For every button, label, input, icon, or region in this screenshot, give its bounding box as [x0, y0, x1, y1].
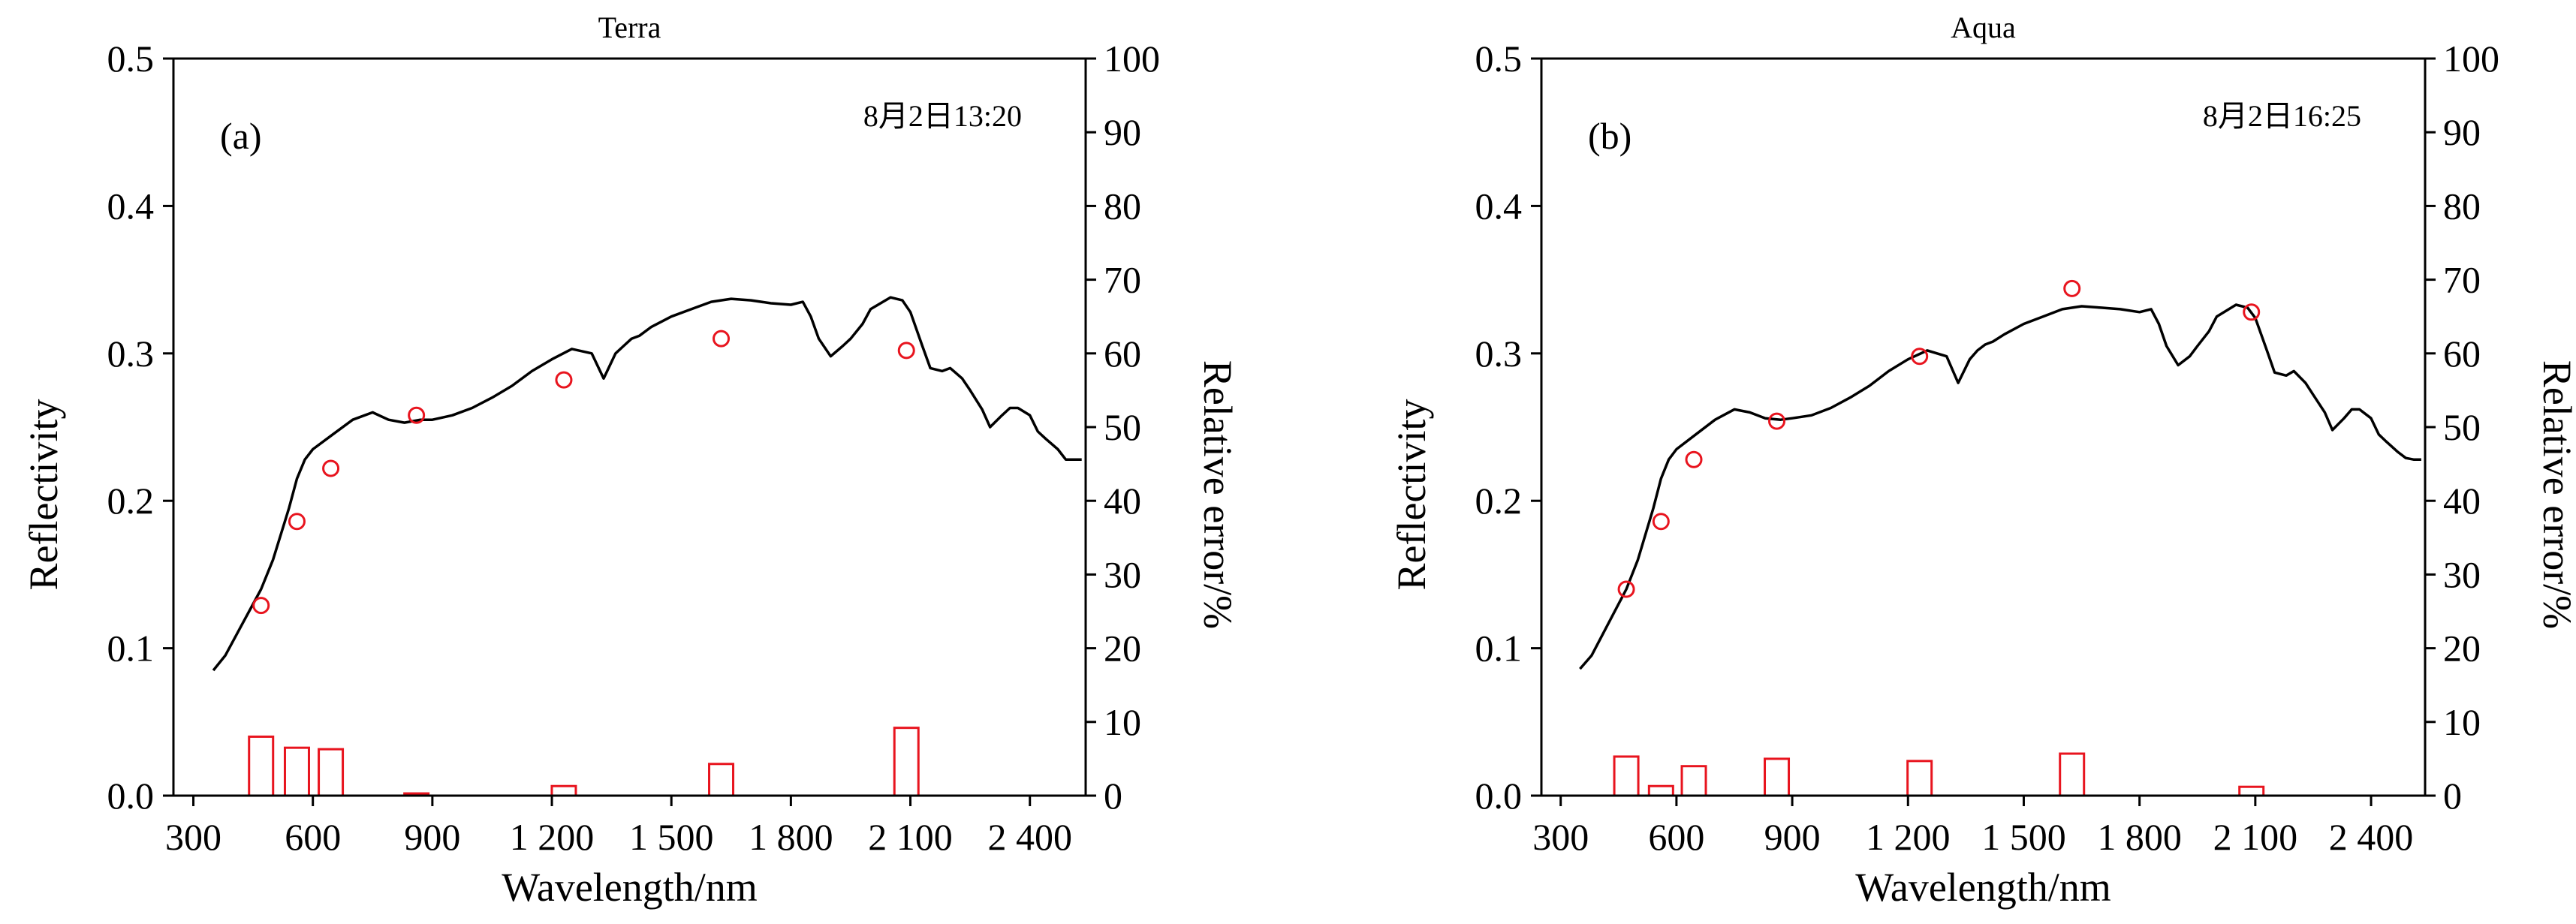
- x-tick-label: 600: [285, 816, 341, 858]
- y-right-tick-label: 100: [1104, 38, 1160, 80]
- y-right-tick-label: 50: [1104, 406, 1141, 448]
- error-bar: [1764, 757, 1791, 797]
- y-axis-label: Reflectivity: [21, 399, 66, 591]
- y-right-tick-label: 30: [2443, 553, 2481, 595]
- error-bar: [2238, 785, 2265, 797]
- chart-title: Terra: [598, 11, 661, 44]
- data-point: [1911, 348, 1929, 366]
- panel-terra: 300 600 900 1 200 1 500 1 800 2 100 2 4000.00.1…: [21, 11, 1240, 910]
- x-tick-label: 2 100: [868, 816, 953, 858]
- x-tick-label: 2 400: [987, 816, 1072, 858]
- x-tick-label: 1 200: [510, 816, 595, 858]
- y-right-tick-label: 80: [1104, 185, 1141, 227]
- error-bar: [708, 763, 735, 797]
- y-right-tick-label: 40: [2443, 480, 2481, 522]
- y-right-axis-label: Relative error/%: [1195, 360, 1240, 629]
- data-point: [252, 597, 270, 615]
- x-tick-label: 1 200: [1866, 816, 1951, 858]
- data-point: [1617, 580, 1635, 598]
- y-tick-label: 0.1: [107, 628, 155, 670]
- y-tick-label: 0.1: [1475, 628, 1523, 670]
- x-tick-label: 1 800: [749, 816, 833, 858]
- y-right-tick-label: 30: [1104, 553, 1141, 595]
- plot-frame: [172, 57, 1087, 797]
- data-point: [897, 342, 915, 360]
- y-tick-label: 0.0: [107, 775, 155, 817]
- y-tick-label: 0.2: [107, 480, 155, 522]
- error-bar: [2059, 752, 2086, 797]
- x-tick-label: 1 500: [1981, 816, 2066, 858]
- error-bar: [550, 784, 577, 797]
- y-tick-label: 0.3: [1475, 333, 1523, 375]
- x-tick-label: 900: [404, 816, 460, 858]
- spectrum-line: [212, 296, 1082, 672]
- y-tick-label: 0.0: [1475, 775, 1523, 817]
- data-point: [713, 330, 731, 348]
- x-tick-label: 1 500: [629, 816, 714, 858]
- data-point: [1652, 513, 1670, 531]
- y-right-tick-label: 70: [1104, 259, 1141, 301]
- y-right-tick-label: 0: [1104, 775, 1122, 817]
- spectrum-line: [1579, 303, 2421, 670]
- panel-aqua: 300 600 900 1 200 1 500 1 800 2 100 2 4000.00.1…: [1389, 11, 2576, 910]
- y-tick-label: 0.5: [1475, 38, 1523, 80]
- plot-frame: [1540, 57, 2427, 797]
- y-right-tick-label: 10: [2443, 701, 2481, 743]
- y-tick-label: 0.5: [107, 38, 155, 80]
- y-tick-label: 0.4: [107, 185, 155, 227]
- y-right-tick-label: 70: [2443, 259, 2481, 301]
- y-right-tick-label: 20: [2443, 628, 2481, 670]
- error-bar: [248, 735, 275, 797]
- panel-label: (b): [1588, 115, 1631, 157]
- error-bar: [1647, 784, 1674, 797]
- x-tick-label: 300: [165, 816, 221, 858]
- data-point: [408, 406, 426, 424]
- y-right-tick-label: 60: [2443, 333, 2481, 375]
- y-right-tick-label: 80: [2443, 185, 2481, 227]
- x-axis-label: Wavelength/nm: [502, 865, 758, 910]
- x-tick-label: 900: [1764, 816, 1821, 858]
- x-tick-label: 600: [1648, 816, 1704, 858]
- data-point: [1685, 450, 1703, 468]
- data-point: [322, 459, 340, 477]
- panel-label: (a): [220, 115, 262, 157]
- y-right-axis-label: Relative error/%: [2535, 360, 2576, 629]
- data-point: [2063, 279, 2081, 297]
- y-right-tick-label: 0: [2443, 775, 2462, 817]
- data-point: [1768, 412, 1786, 430]
- data-point: [555, 371, 573, 389]
- y-right-tick-label: 20: [1104, 628, 1141, 670]
- y-right-tick-label: 90: [2443, 111, 2481, 153]
- error-bar: [318, 748, 345, 797]
- chart-title: Aqua: [1951, 11, 2016, 44]
- x-tick-label: 2 100: [2213, 816, 2298, 858]
- data-point: [2243, 303, 2261, 321]
- x-tick-label: 300: [1532, 816, 1589, 858]
- y-right-tick-label: 10: [1104, 701, 1141, 743]
- y-right-tick-label: 100: [2443, 38, 2499, 80]
- y-right-tick-label: 90: [1104, 111, 1141, 153]
- error-bar: [893, 727, 920, 797]
- y-tick-label: 0.4: [1475, 185, 1523, 227]
- x-tick-label: 2 400: [2329, 816, 2414, 858]
- y-right-tick-label: 40: [1104, 480, 1141, 522]
- y-right-tick-label: 60: [1104, 333, 1141, 375]
- error-bar: [1680, 765, 1707, 797]
- annotation-time: 8月2日13:20: [863, 99, 1022, 133]
- x-axis-label: Wavelength/nm: [1855, 865, 2111, 910]
- error-bar: [283, 746, 310, 797]
- y-axis-label: Reflectivity: [1389, 399, 1434, 591]
- error-bar: [1906, 760, 1933, 797]
- data-point: [288, 513, 306, 531]
- x-tick-label: 1 800: [2097, 816, 2182, 858]
- error-bar: [1613, 755, 1640, 797]
- y-tick-label: 0.3: [107, 333, 155, 375]
- y-right-tick-label: 50: [2443, 406, 2481, 448]
- annotation-time: 8月2日16:25: [2203, 99, 2361, 133]
- y-tick-label: 0.2: [1475, 480, 1523, 522]
